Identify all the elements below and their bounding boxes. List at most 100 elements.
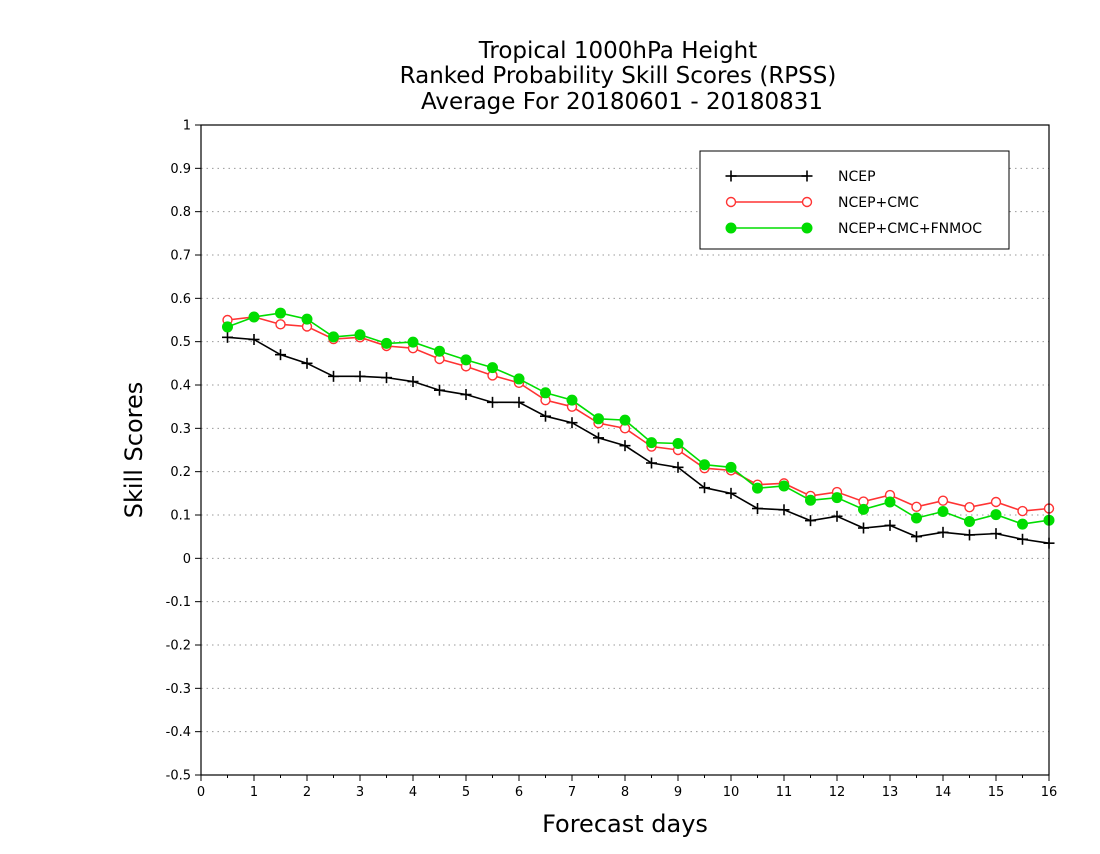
- x-tick-label: 4: [409, 785, 417, 800]
- data-point-ncep: [884, 519, 896, 531]
- legend-item-ncep-cmc: NCEP+CMC: [725, 195, 919, 211]
- data-point-ncep-cmc-fnmoc: [593, 413, 604, 425]
- data-point-ncep: [354, 370, 366, 382]
- data-point-ncep-cmc-fnmoc: [911, 512, 922, 524]
- data-point-ncep: [248, 334, 260, 345]
- legend-label: NCEP: [838, 169, 876, 185]
- x-tick-label: 11: [776, 785, 793, 800]
- data-point-ncep-cmc-fnmoc: [381, 337, 392, 349]
- y-tick-label: 0.6: [170, 292, 191, 307]
- data-point-ncep-cmc-fnmoc: [328, 331, 339, 343]
- series-line-ncep-cmc: [227, 316, 1050, 512]
- data-point-ncep-cmc: [990, 496, 1002, 508]
- data-point-ncep-cmc-fnmoc: [487, 362, 498, 374]
- data-point-ncep: [434, 384, 445, 396]
- x-tick-label: 5: [462, 785, 470, 800]
- data-point-ncep: [407, 376, 419, 388]
- legend-marker-end: [801, 170, 813, 182]
- data-point-ncep-cmc-fnmoc: [831, 492, 843, 504]
- data-point-ncep: [964, 529, 975, 541]
- data-point-ncep-cmc-fnmoc: [725, 461, 737, 473]
- y-tick-label: 0.5: [170, 335, 191, 350]
- data-point-ncep-cmc-fnmoc: [434, 345, 445, 357]
- x-tick-label: 12: [829, 785, 846, 800]
- y-tick-label: 0.1: [170, 509, 191, 524]
- y-tick-label: 0: [183, 552, 191, 567]
- data-point-ncep: [778, 504, 790, 516]
- x-tick-label: 16: [1041, 785, 1058, 800]
- legend-label: NCEP+CMC+FNMOC: [838, 221, 982, 237]
- x-tick-label: 6: [515, 785, 523, 800]
- data-point-ncep-cmc: [937, 495, 949, 506]
- plot-frame: [200, 124, 1050, 776]
- data-point-ncep: [646, 457, 657, 469]
- data-point-ncep-cmc: [1017, 505, 1028, 517]
- data-point-ncep: [672, 461, 684, 473]
- data-point-ncep: [513, 396, 525, 408]
- data-point-ncep-cmc-fnmoc: [672, 438, 684, 449]
- x-tick-label: 0: [197, 785, 205, 800]
- data-point-ncep-cmc-fnmoc: [964, 516, 975, 527]
- data-point-ncep-cmc-fnmoc: [646, 437, 657, 449]
- data-point-ncep-cmc-fnmoc: [778, 480, 790, 492]
- chart-title-line-3: Average For 20180601 - 20180831: [421, 89, 823, 115]
- data-point-ncep: [275, 349, 286, 361]
- data-point-ncep: [328, 370, 339, 382]
- y-tick-label: 0.7: [170, 249, 191, 264]
- y-tick-label: 0.9: [170, 162, 191, 177]
- x-tick-label: 9: [674, 785, 682, 800]
- data-point-ncep: [619, 440, 631, 452]
- y-tick-label: -0.4: [166, 725, 191, 740]
- legend-item-ncep-cmc-fnmoc: NCEP+CMC+FNMOC: [725, 221, 982, 237]
- legend-label: NCEP+CMC: [838, 195, 919, 211]
- chart-title-line-2: Ranked Probability Skill Scores (RPSS): [400, 63, 837, 89]
- data-point-ncep: [831, 510, 843, 522]
- data-point-ncep-cmc-fnmoc: [858, 503, 869, 515]
- y-tick-label: 0.8: [170, 205, 191, 220]
- data-point-ncep-cmc-fnmoc: [460, 354, 472, 366]
- data-point-ncep-cmc-fnmoc: [354, 329, 366, 341]
- axes: -0.5 -0.4 -0.3 -0.2 -0.1 0 0.1 0.2 0.3 0.4 0.5 0.6 0…: [166, 119, 1058, 801]
- data-point-ncep-cmc-fnmoc: [301, 313, 313, 325]
- x-tick-label: 14: [935, 785, 952, 800]
- data-point-ncep: [487, 396, 498, 408]
- chart-title-line-1: Tropical 1000hPa Height: [478, 38, 758, 64]
- data-point-ncep-cmc: [964, 502, 975, 513]
- data-point-ncep-cmc-fnmoc: [805, 494, 816, 506]
- data-point-ncep-cmc-fnmoc: [407, 336, 419, 348]
- data-point-ncep: [911, 531, 922, 543]
- data-point-ncep-cmc-fnmoc: [990, 509, 1002, 521]
- series-line-ncep: [227, 336, 1050, 544]
- data-point-ncep-cmc-fnmoc: [248, 311, 260, 323]
- y-tick-label: 0.2: [170, 465, 191, 480]
- x-tick-label: 2: [303, 785, 311, 800]
- y-tick-label: -0.3: [166, 682, 191, 697]
- legend-item-ncep: NCEP: [725, 169, 876, 185]
- series-ncep-cmc: [222, 311, 1055, 517]
- data-point-ncep-cmc-fnmoc: [619, 414, 631, 426]
- legend: NCEP NCEP+CMC NCEP+CMC+FNMOC: [699, 150, 1010, 250]
- series-ncep: [222, 331, 1055, 549]
- legend-marker-start: [725, 222, 737, 234]
- data-point-ncep-cmc-fnmoc: [275, 307, 286, 319]
- legend-marker-end: [801, 222, 813, 234]
- x-axis-label: Forecast days: [542, 810, 708, 838]
- x-tick-label: 8: [621, 785, 629, 800]
- y-tick-label: 0.3: [170, 422, 191, 437]
- legend-marker-end: [801, 196, 813, 208]
- x-tick-label: 1: [250, 785, 258, 800]
- data-point-ncep: [990, 528, 1002, 540]
- x-tick-label: 7: [568, 785, 576, 800]
- y-tick-label: 1: [183, 119, 191, 134]
- y-tick-label: -0.5: [166, 769, 191, 784]
- data-point-ncep: [540, 410, 551, 422]
- y-axis-label: Skill Scores: [120, 382, 148, 519]
- x-tick-label: 10: [723, 785, 740, 800]
- legend-box: [699, 150, 1010, 250]
- series-ncep-cmc-fnmoc: [222, 307, 1055, 530]
- data-point-ncep-cmc-fnmoc: [937, 506, 949, 518]
- y-tick-label: -0.1: [166, 595, 191, 610]
- data-point-ncep: [805, 515, 816, 527]
